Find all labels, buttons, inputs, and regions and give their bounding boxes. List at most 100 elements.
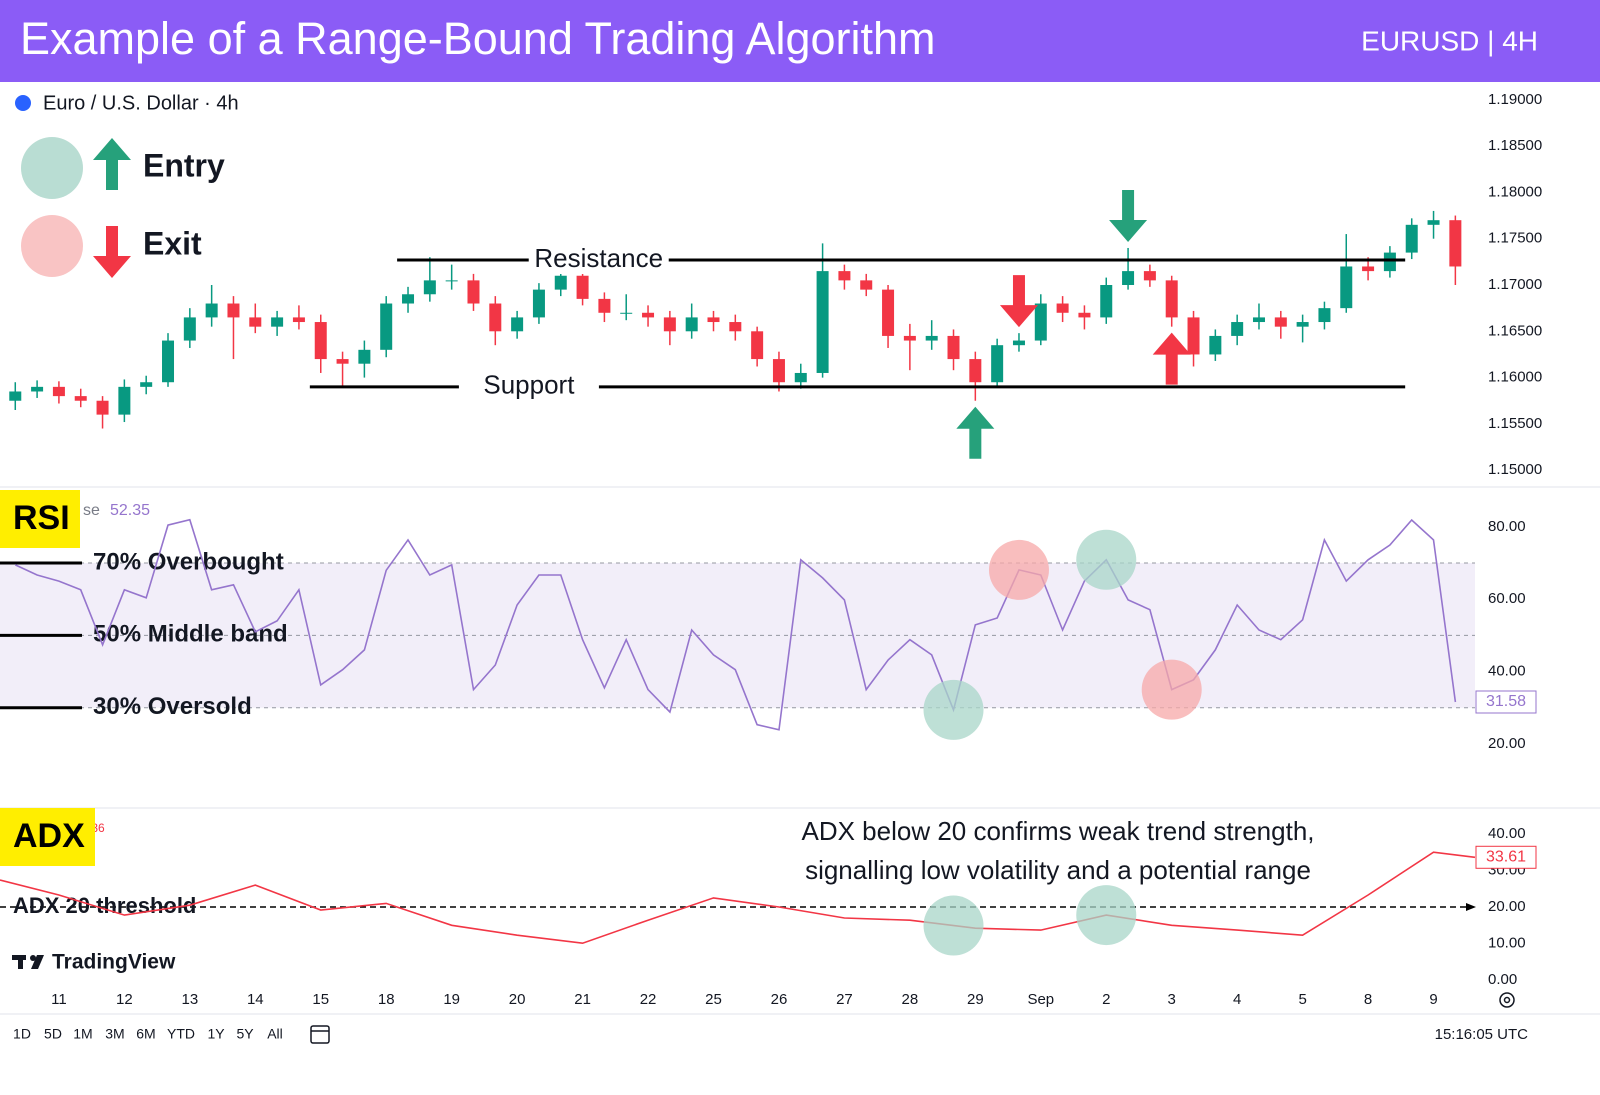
candle-body xyxy=(358,349,371,364)
candle-body xyxy=(1100,285,1113,318)
candle-body xyxy=(227,303,240,318)
x-tick-label: 14 xyxy=(247,991,264,1008)
x-tick-label: 2 xyxy=(1102,991,1110,1008)
gear-center xyxy=(1503,996,1511,1004)
indicator-badge-label: RSI xyxy=(13,499,70,537)
last-value-box xyxy=(1475,690,1537,714)
x-tick-label: 18 xyxy=(378,991,395,1008)
candle-body xyxy=(205,303,218,318)
candle-body xyxy=(794,372,807,383)
highlight-circle xyxy=(988,539,1049,600)
highlight-circle xyxy=(1076,529,1137,590)
signal-arrow xyxy=(956,406,995,459)
candle-body xyxy=(1122,271,1135,285)
candle-body xyxy=(423,280,436,295)
candle-body xyxy=(1165,280,1178,318)
candle-body xyxy=(445,280,458,282)
candle-body xyxy=(380,303,393,350)
legend-label: Exit xyxy=(143,225,202,261)
settings-icon[interactable] xyxy=(1499,992,1515,1008)
candle-body xyxy=(860,280,873,290)
range-button[interactable]: All xyxy=(267,1026,283,1042)
band-label: 50% Middle band xyxy=(93,621,288,648)
candle-body xyxy=(31,386,44,392)
candle-body xyxy=(1449,220,1462,267)
x-tick-label: 13 xyxy=(181,991,198,1008)
candle-body xyxy=(1209,335,1222,355)
candle-body xyxy=(903,335,916,341)
candle-body xyxy=(642,312,655,318)
calendar-frame xyxy=(310,1025,330,1044)
threshold-label: ADX 20 threshold xyxy=(13,893,196,918)
candle-body xyxy=(467,280,480,304)
candle-body xyxy=(9,391,22,401)
y-tick-label: 60.00 xyxy=(1488,590,1526,607)
calendar-icon[interactable] xyxy=(310,1025,330,1044)
candle-body xyxy=(1056,303,1069,313)
candle-body xyxy=(96,400,109,415)
x-tick-label: 3 xyxy=(1168,991,1176,1008)
candle-body xyxy=(292,317,305,323)
signal-arrow xyxy=(999,275,1038,328)
indicator-badge xyxy=(0,490,80,548)
y-tick-label: 20.00 xyxy=(1488,898,1526,915)
y-tick-label: 1.16000 xyxy=(1488,369,1542,386)
candle-body xyxy=(402,294,415,304)
candle-body xyxy=(1427,220,1440,225)
band-label: 70% Overbought xyxy=(93,548,284,575)
y-tick-label: 1.19000 xyxy=(1488,91,1542,108)
x-tick-label: 27 xyxy=(836,991,853,1008)
x-tick-label: 11 xyxy=(51,991,67,1008)
header-title: Example of a Range-Bound Trading Algorit… xyxy=(20,13,936,64)
logo-mark xyxy=(31,955,44,969)
level-label-bg xyxy=(458,372,599,401)
range-button[interactable]: 6M xyxy=(136,1026,155,1042)
level-label: Support xyxy=(483,370,575,400)
candle-body xyxy=(511,317,524,332)
status-prefix: se xyxy=(83,502,100,519)
legend-arrow xyxy=(93,138,131,190)
range-button[interactable]: YTD xyxy=(167,1026,195,1042)
x-tick-label: 29 xyxy=(967,991,984,1008)
candle-body xyxy=(1318,308,1331,323)
candle-body xyxy=(1362,266,1375,272)
candle-body xyxy=(1340,266,1353,309)
y-tick-label: 1.15000 xyxy=(1488,461,1542,478)
candle-body xyxy=(1405,224,1418,253)
band-label: 30% Oversold xyxy=(93,693,252,720)
annotation: signalling low volatility and a potentia… xyxy=(805,855,1311,885)
x-tick-label: 9 xyxy=(1429,991,1437,1008)
y-tick-label: 40.00 xyxy=(1488,663,1526,680)
y-tick-label: 1.17500 xyxy=(1488,230,1542,247)
candle-body xyxy=(838,271,851,281)
header-symbol: EURUSD | 4H xyxy=(1361,25,1538,56)
candle-body xyxy=(1187,317,1200,355)
y-tick-label: 40.00 xyxy=(1488,825,1526,842)
candle-body xyxy=(271,317,284,327)
candle-body xyxy=(1231,322,1244,336)
candle-body xyxy=(183,317,196,341)
candle-body xyxy=(1296,322,1309,327)
candle-body xyxy=(1034,303,1047,341)
range-button[interactable]: 1Y xyxy=(207,1026,225,1042)
annotation: ADX below 20 confirms weak trend strengt… xyxy=(801,816,1314,846)
y-tick-label: 1.18000 xyxy=(1488,183,1542,200)
candle-body xyxy=(925,335,938,341)
range-button[interactable]: 5D xyxy=(44,1026,62,1042)
candle-body xyxy=(729,322,742,332)
x-tick-label: Sep xyxy=(1027,991,1054,1008)
indicator-line xyxy=(0,851,1476,945)
range-button[interactable]: 1D xyxy=(13,1026,31,1042)
range-button[interactable]: 1M xyxy=(73,1026,92,1042)
x-tick-label: 21 xyxy=(574,991,591,1008)
range-button[interactable]: 3M xyxy=(105,1026,124,1042)
legend-circle xyxy=(21,215,83,277)
candle-body xyxy=(1383,252,1396,272)
gear xyxy=(1499,992,1515,1008)
candle-body xyxy=(1252,317,1265,323)
legend-circle xyxy=(21,137,83,199)
candle-body xyxy=(1143,271,1156,281)
legend-arrow xyxy=(93,226,131,278)
candle-body xyxy=(707,317,720,323)
range-button[interactable]: 5Y xyxy=(236,1026,254,1042)
